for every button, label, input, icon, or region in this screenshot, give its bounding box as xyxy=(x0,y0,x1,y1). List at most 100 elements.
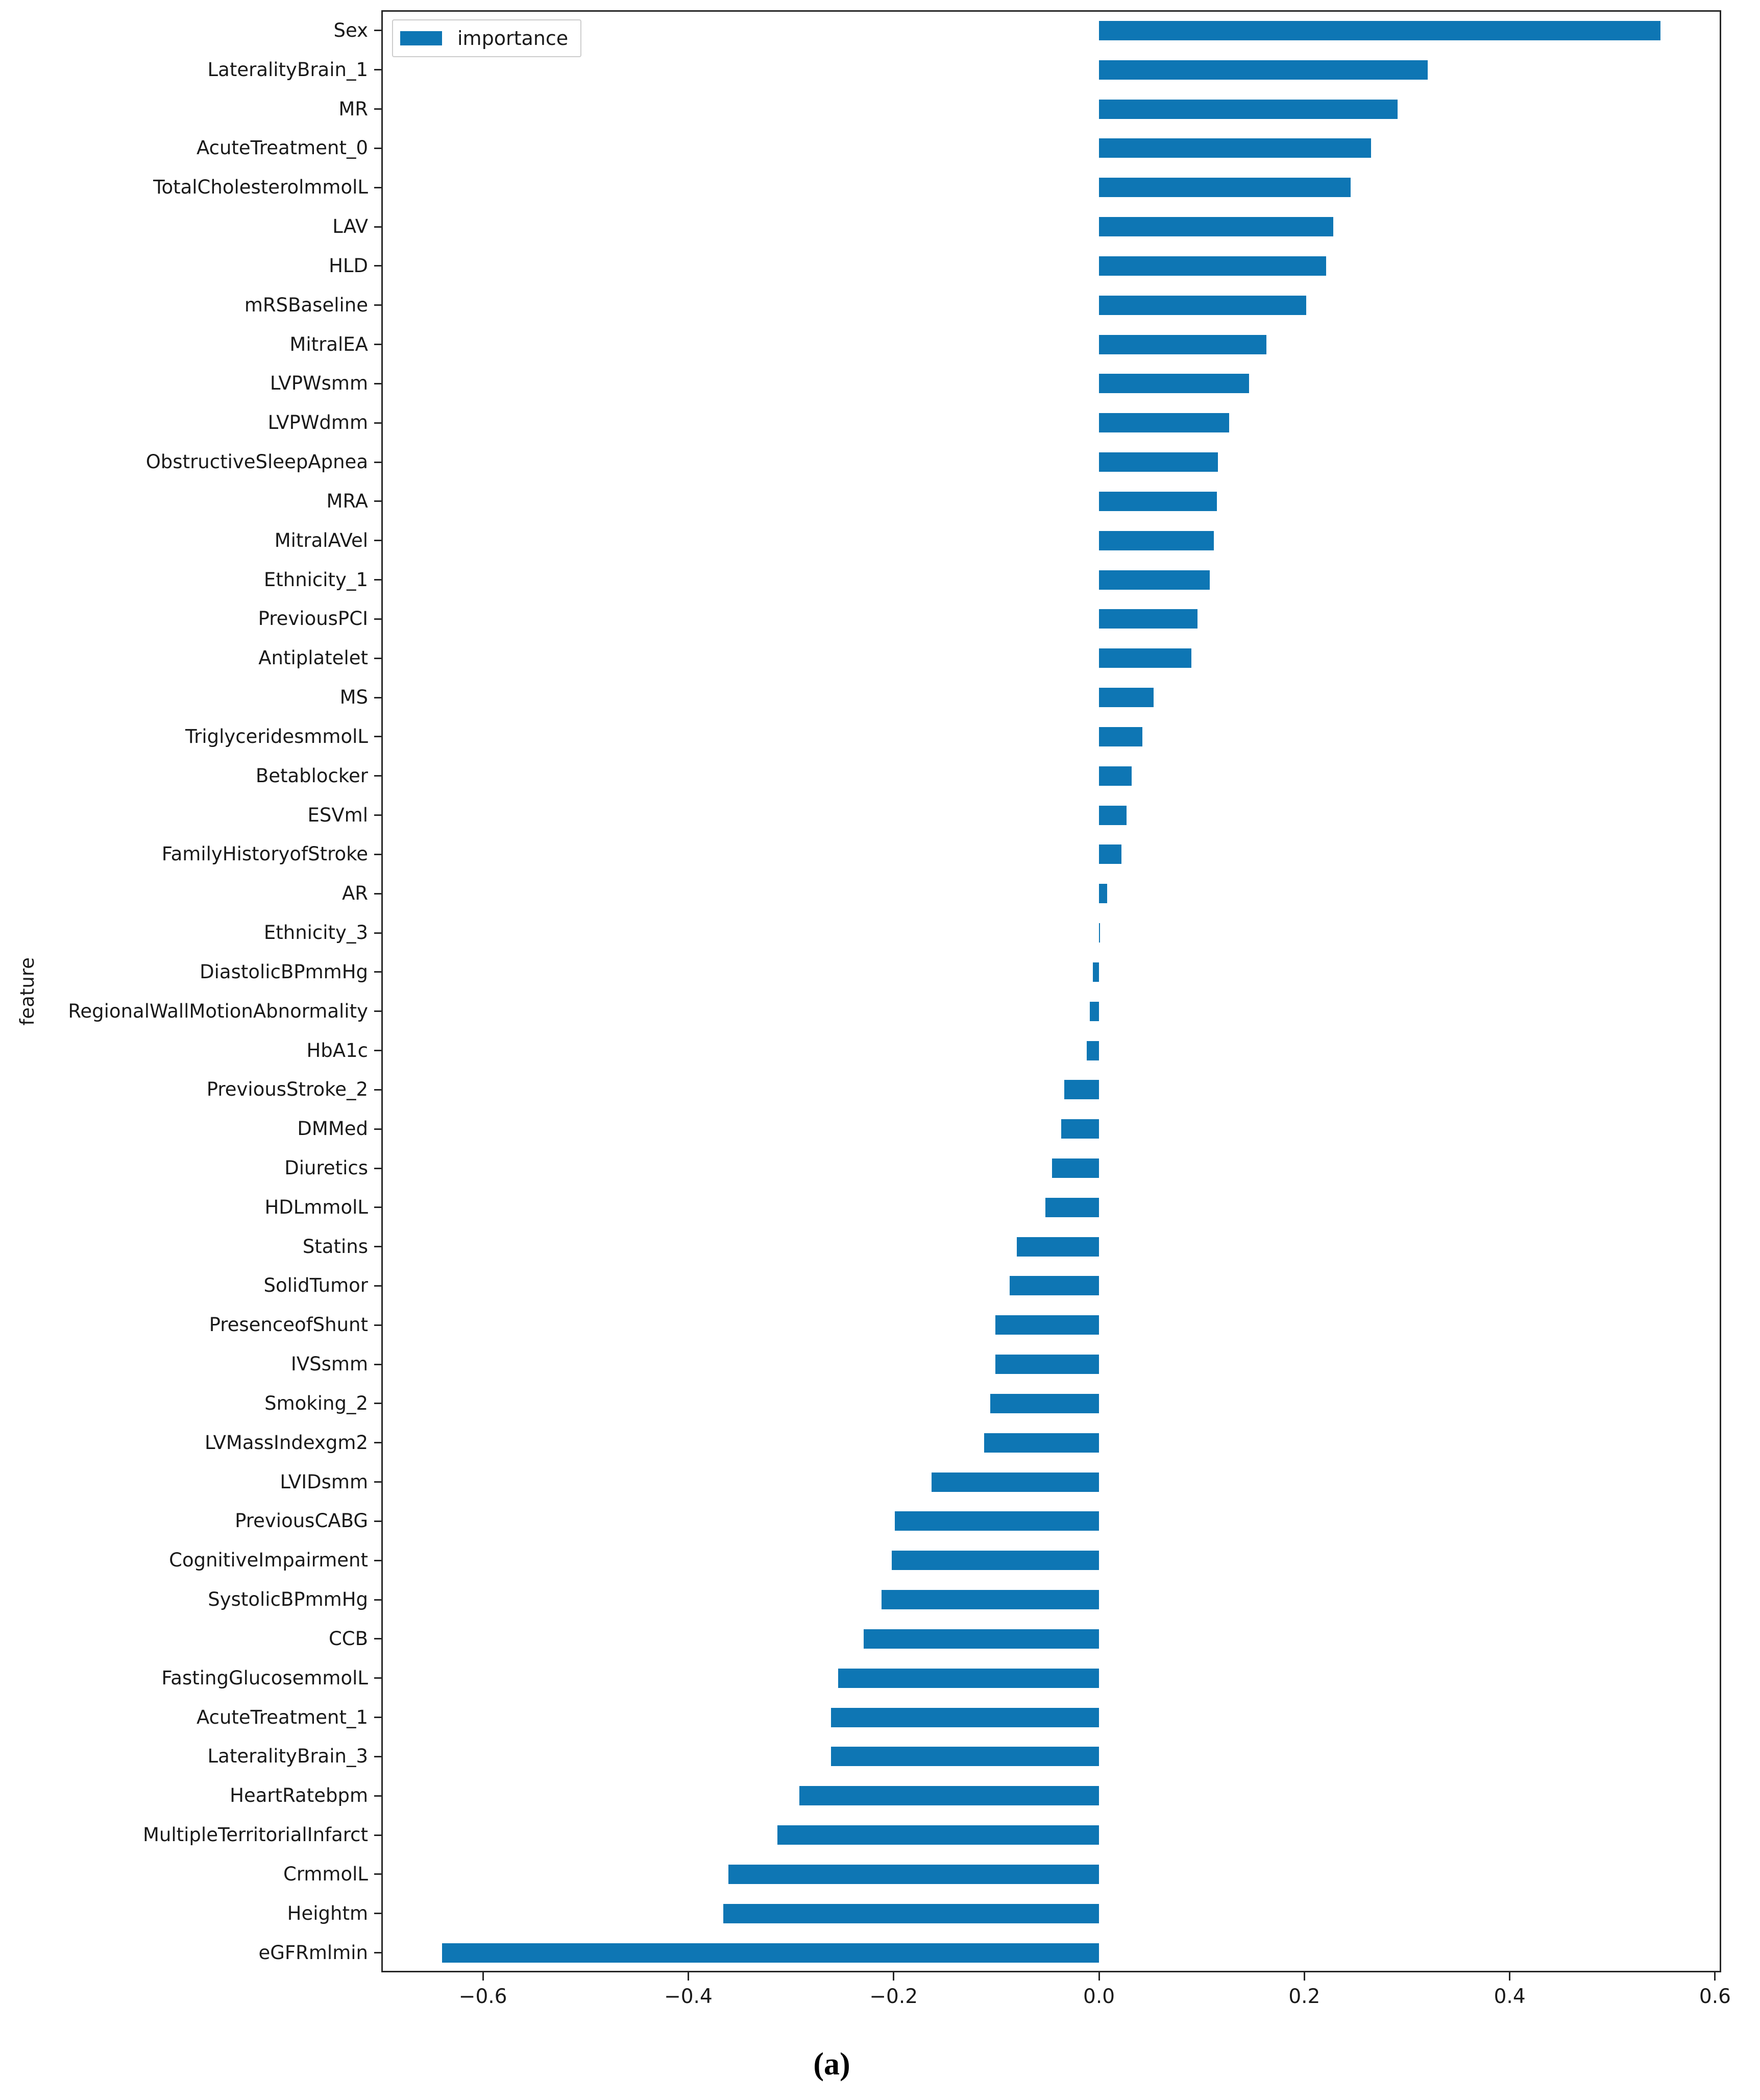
y-tick-label-HbA1c: HbA1c xyxy=(306,1039,368,1061)
y-tick-label-FastingGlucosemmolL: FastingGlucosemmolL xyxy=(161,1667,368,1689)
bar-LVPWsmm xyxy=(1099,374,1249,394)
y-tick-TotalCholesterolmmolL xyxy=(374,186,381,188)
bar-LVPWdmm xyxy=(1099,413,1230,433)
y-tick-Sex xyxy=(374,30,381,32)
y-tick-SolidTumor xyxy=(374,1285,381,1287)
y-tick-label-TotalCholesterolmmolL: TotalCholesterolmmolL xyxy=(153,176,368,199)
bar-Ethnicity_1 xyxy=(1099,570,1210,590)
bar-MRA xyxy=(1099,491,1217,511)
y-tick-Diuretics xyxy=(374,1167,381,1169)
y-tick-label-LVPWsmm: LVPWsmm xyxy=(270,372,368,395)
bar-Statins xyxy=(1017,1237,1099,1257)
bar-eGFRmlmin xyxy=(442,1943,1099,1963)
y-tick-LateralityBrain_1 xyxy=(374,69,381,71)
y-tick-Heightm xyxy=(374,1913,381,1915)
bar-Smoking_2 xyxy=(990,1393,1099,1413)
bar-CCB xyxy=(864,1629,1099,1649)
y-tick-PreviousPCI xyxy=(374,618,381,620)
bar-PreviousCABG xyxy=(894,1511,1099,1531)
y-tick-FamilyHistoryofStroke xyxy=(374,853,381,855)
y-tick-label-TriglyceridesmmolL: TriglyceridesmmolL xyxy=(185,725,368,747)
y-tick-LVMassIndexgm2 xyxy=(374,1442,381,1444)
y-tick-label-Ethnicity_1: Ethnicity_1 xyxy=(263,568,368,591)
y-tick-PreviousCABG xyxy=(374,1520,381,1522)
y-tick-ObstructiveSleepApnea xyxy=(374,461,381,463)
y-tick-label-FamilyHistoryofStroke: FamilyHistoryofStroke xyxy=(161,843,368,865)
y-tick-MultipleTerritorialInfarct xyxy=(374,1834,381,1836)
subfigure-caption: (a) xyxy=(813,2047,850,2082)
y-tick-LVIDsmm xyxy=(374,1481,381,1483)
y-tick-MitralEA xyxy=(374,344,381,346)
y-tick-LAV xyxy=(374,226,381,228)
legend-label: importance xyxy=(457,27,569,50)
bar-TriglyceridesmmolL xyxy=(1099,727,1142,746)
bar-ObstructiveSleepApnea xyxy=(1099,452,1218,472)
y-tick-LVPWsmm xyxy=(374,382,381,384)
bar-HeartRatebpm xyxy=(799,1786,1099,1806)
y-tick-AR xyxy=(374,892,381,895)
y-tick-RegionalWallMotionAbnormality xyxy=(374,1010,381,1012)
y-tick-label-PreviousCABG: PreviousCABG xyxy=(235,1510,368,1532)
y-tick-Smoking_2 xyxy=(374,1403,381,1405)
legend: importance xyxy=(392,19,582,57)
x-tick-0.4 xyxy=(1509,1972,1511,1981)
bar-FastingGlucosemmolL xyxy=(838,1668,1099,1688)
bar-MultipleTerritorialInfarct xyxy=(777,1825,1099,1845)
x-tick-0.6 xyxy=(1714,1972,1716,1981)
bar-LVIDsmm xyxy=(932,1472,1099,1492)
y-tick-IVSsmm xyxy=(374,1363,381,1365)
bar-SystolicBPmmHg xyxy=(881,1590,1099,1610)
y-tick-CCB xyxy=(374,1638,381,1640)
bar-PresenceofShunt xyxy=(995,1315,1099,1335)
y-tick-AcuteTreatment_1 xyxy=(374,1717,381,1719)
y-tick-label-MultipleTerritorialInfarct: MultipleTerritorialInfarct xyxy=(142,1824,368,1846)
y-tick-label-LateralityBrain_1: LateralityBrain_1 xyxy=(207,58,368,81)
y-tick-label-DMMed: DMMed xyxy=(297,1118,368,1140)
y-tick-LVPWdmm xyxy=(374,422,381,424)
bar-AcuteTreatment_1 xyxy=(831,1707,1099,1727)
y-tick-label-Diuretics: Diuretics xyxy=(284,1157,368,1179)
bar-IVSsmm xyxy=(995,1355,1099,1374)
y-tick-label-DiastolicBPmmHg: DiastolicBPmmHg xyxy=(200,960,368,983)
bar-Betablocker xyxy=(1099,766,1132,786)
x-tick-label-0.4: 0.4 xyxy=(1494,1985,1526,2008)
y-tick-MS xyxy=(374,696,381,698)
y-tick-label-LVIDsmm: LVIDsmm xyxy=(280,1470,368,1493)
y-tick-label-ObstructiveSleepApnea: ObstructiveSleepApnea xyxy=(145,451,368,473)
bar-LVMassIndexgm2 xyxy=(984,1433,1099,1453)
y-tick-label-AcuteTreatment_1: AcuteTreatment_1 xyxy=(196,1706,368,1728)
bar-Sex xyxy=(1099,20,1661,40)
y-tick-label-HDLmmolL: HDLmmolL xyxy=(264,1196,368,1218)
y-tick-label-SystolicBPmmHg: SystolicBPmmHg xyxy=(208,1588,368,1611)
bar-ESVml xyxy=(1099,805,1127,825)
bar-Antiplatelet xyxy=(1099,648,1192,668)
y-tick-TriglyceridesmmolL xyxy=(374,736,381,738)
y-tick-eGFRmlmin xyxy=(374,1952,381,1954)
y-tick-MRA xyxy=(374,500,381,502)
y-tick-label-MitralAVel: MitralAVel xyxy=(274,529,368,551)
x-tick-0.2 xyxy=(1303,1972,1305,1981)
x-tick-label-0.6: 0.6 xyxy=(1699,1985,1731,2008)
bar-HbA1c xyxy=(1086,1041,1099,1060)
bar-FamilyHistoryofStroke xyxy=(1099,844,1122,864)
bar-Heightm xyxy=(723,1903,1099,1923)
bar-Ethnicity_3 xyxy=(1099,923,1101,943)
y-tick-Ethnicity_1 xyxy=(374,579,381,581)
y-tick-label-PresenceofShunt: PresenceofShunt xyxy=(209,1314,368,1336)
bar-MitralEA xyxy=(1099,334,1266,354)
y-tick-DMMed xyxy=(374,1128,381,1130)
x-tick-−0.2 xyxy=(893,1972,895,1981)
y-tick-label-MS: MS xyxy=(339,686,368,709)
y-tick-ESVml xyxy=(374,814,381,816)
y-tick-HLD xyxy=(374,265,381,267)
y-tick-label-eGFRmlmin: eGFRmlmin xyxy=(258,1941,368,1964)
y-tick-label-Betablocker: Betablocker xyxy=(255,764,368,787)
y-tick-label-LateralityBrain_3: LateralityBrain_3 xyxy=(207,1745,368,1768)
x-tick-label-−0.4: −0.4 xyxy=(664,1985,713,2008)
x-tick-0.0 xyxy=(1098,1972,1100,1981)
bar-HDLmmolL xyxy=(1045,1197,1099,1217)
y-tick-label-MitralEA: MitralEA xyxy=(289,333,368,355)
bar-RegionalWallMotionAbnormality xyxy=(1089,1001,1099,1021)
y-tick-label-CrmmolL: CrmmolL xyxy=(283,1863,368,1885)
